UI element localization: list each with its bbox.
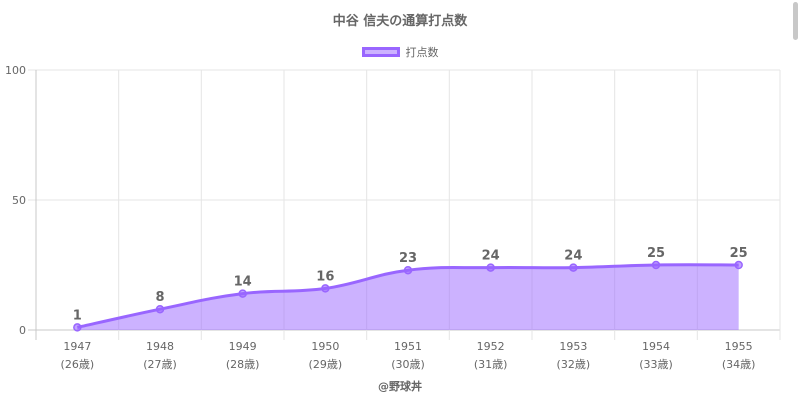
x-tick-label: 1953 xyxy=(559,340,587,353)
data-point xyxy=(238,289,247,298)
data-label: 25 xyxy=(730,246,748,261)
x-tick-sublabel: (30歳) xyxy=(391,358,425,371)
y-tick-label: 100 xyxy=(5,64,26,77)
data-label: 25 xyxy=(647,246,665,261)
x-tick-label: 1955 xyxy=(725,340,753,353)
x-tick-label: 1949 xyxy=(229,340,257,353)
x-tick-label: 1950 xyxy=(311,340,339,353)
x-tick-sublabel: (31歳) xyxy=(474,358,508,371)
x-tick-label: 1954 xyxy=(642,340,670,353)
series-area xyxy=(77,264,739,330)
y-tick-label: 0 xyxy=(19,324,26,337)
x-tick-sublabel: (32歳) xyxy=(557,358,591,371)
chart-legend[interactable]: 打点数 xyxy=(0,44,800,60)
data-point xyxy=(651,260,661,270)
x-tick-sublabel: (33歳) xyxy=(639,358,673,371)
data-label: 14 xyxy=(234,275,252,290)
data-point xyxy=(569,263,578,272)
scrollbar[interactable] xyxy=(793,2,798,40)
x-tick-label: 1952 xyxy=(477,340,505,353)
x-tick-sublabel: (26歳) xyxy=(61,358,95,371)
legend-swatch xyxy=(361,47,400,57)
x-tick-sublabel: (34歳) xyxy=(722,358,756,371)
y-tick-label: 50 xyxy=(12,194,26,207)
legend-label: 打点数 xyxy=(405,46,439,59)
data-label: 24 xyxy=(564,249,582,264)
data-point xyxy=(73,323,82,332)
data-point xyxy=(486,263,495,272)
x-tick-label: 1951 xyxy=(394,340,422,353)
credit-label: @野球丼 xyxy=(378,380,422,393)
x-tick-label: 1948 xyxy=(146,340,174,353)
data-point xyxy=(321,284,330,293)
data-point xyxy=(155,304,165,314)
data-label: 23 xyxy=(399,251,417,266)
data-label: 1 xyxy=(73,308,82,323)
data-label: 16 xyxy=(316,269,334,284)
data-label: 24 xyxy=(482,249,500,264)
x-tick-sublabel: (29歳) xyxy=(309,358,343,371)
data-label: 8 xyxy=(155,290,164,305)
x-tick-label: 1947 xyxy=(63,340,91,353)
x-tick-sublabel: (28歳) xyxy=(226,358,260,371)
chart-title: 中谷 信夫の通算打点数 xyxy=(332,14,468,29)
x-tick-sublabel: (27歳) xyxy=(143,358,177,371)
data-point xyxy=(403,265,413,275)
data-point xyxy=(734,260,743,270)
